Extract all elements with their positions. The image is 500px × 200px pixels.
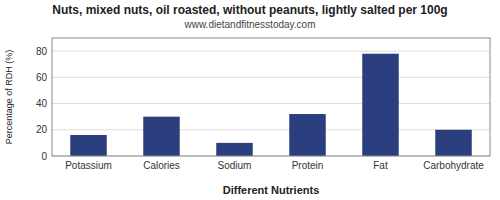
y-axis-label: Percentage of RDH (%) bbox=[4, 50, 14, 145]
y-tick-label: 0 bbox=[41, 151, 47, 162]
bar bbox=[216, 143, 253, 156]
chart: Nuts, mixed nuts, oil roasted, without p… bbox=[0, 0, 500, 200]
grid-line bbox=[52, 103, 490, 104]
title: Nuts, mixed nuts, oil roasted, without p… bbox=[52, 3, 447, 17]
y-tick-label: 80 bbox=[36, 46, 48, 57]
grid-line bbox=[52, 51, 490, 52]
subtitle: www.dietandfitnesstoday.com bbox=[184, 19, 316, 30]
bar bbox=[435, 130, 472, 156]
x-tick-label: Sodium bbox=[218, 160, 252, 171]
x-tick-label: Protein bbox=[292, 160, 324, 171]
x-tick-label: Potassium bbox=[65, 160, 112, 171]
x-axis-label: Different Nutrients bbox=[223, 184, 320, 196]
plot-frame bbox=[52, 38, 490, 156]
grid-line bbox=[52, 77, 490, 78]
grid-line bbox=[52, 129, 490, 130]
y-tick-label: 20 bbox=[36, 124, 48, 135]
x-tick-label: Fat bbox=[373, 160, 388, 171]
x-tick-label: Carbohydrate bbox=[423, 160, 484, 171]
y-tick-label: 60 bbox=[36, 72, 48, 83]
x-tick-label: Calories bbox=[143, 160, 180, 171]
bar bbox=[143, 117, 180, 156]
y-tick-label: 40 bbox=[36, 98, 48, 109]
bar bbox=[70, 135, 107, 156]
bar bbox=[362, 54, 399, 156]
bar bbox=[289, 114, 326, 156]
